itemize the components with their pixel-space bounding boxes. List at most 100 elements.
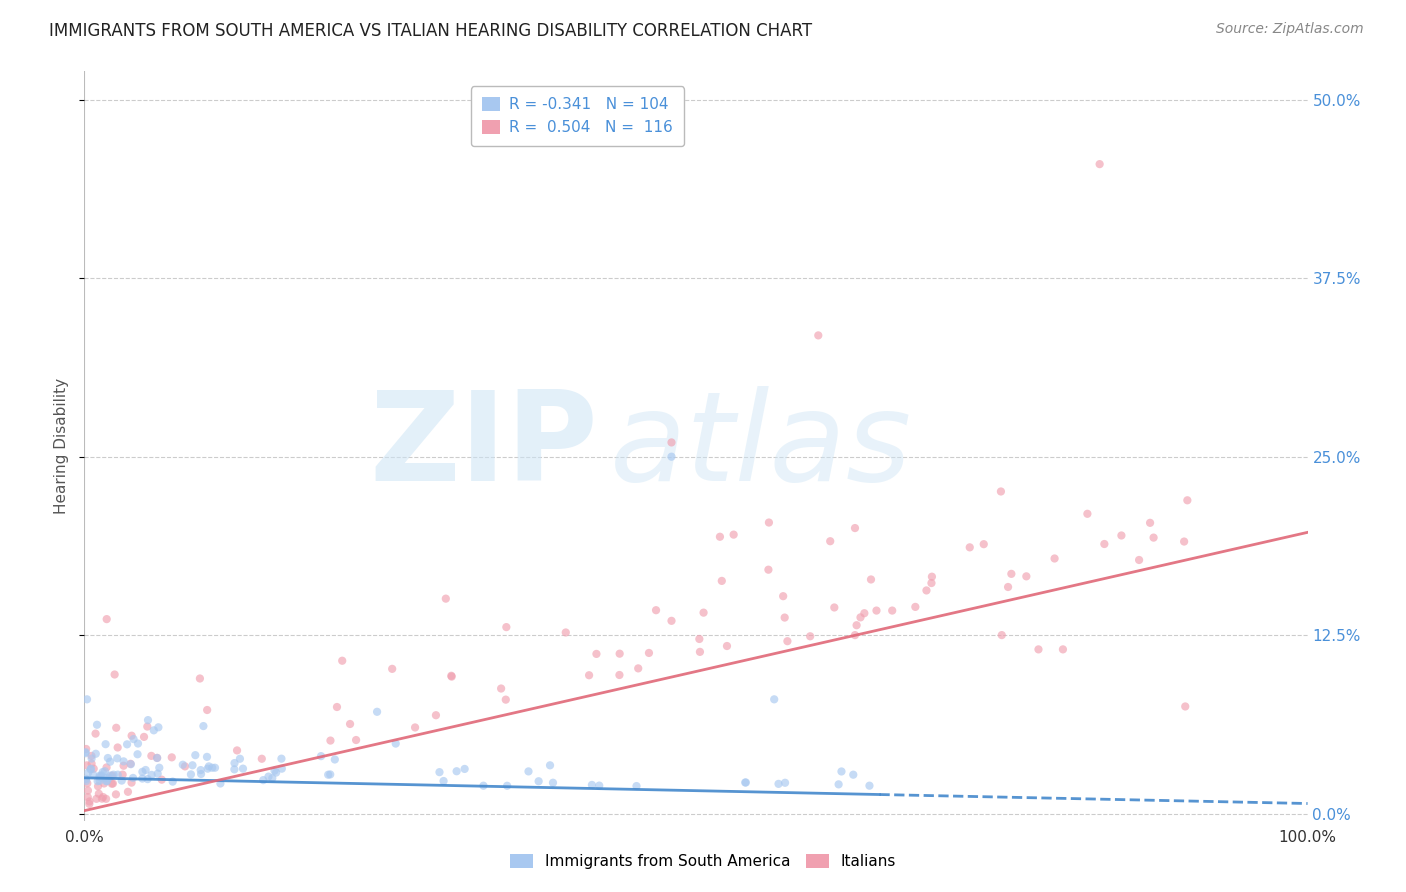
Point [96,612,118,626]
Point [117,785,139,799]
Point [146,751,169,765]
Point [150,772,173,787]
Point [541,776,564,790]
Point [83,762,105,776]
Point [232,762,254,776]
Point [89,773,111,788]
Point [89,770,111,784]
Point [1076,507,1098,521]
Point [76,758,98,772]
Point [496,779,519,793]
Point [190,767,212,781]
Point [105,751,128,765]
Point [692,606,714,620]
Point [252,773,274,788]
Point [75,772,97,786]
Point [80,751,103,765]
Point [141,768,163,782]
Point [229,752,252,766]
Point [661,614,683,628]
Point [645,603,668,617]
Point [84,747,107,761]
Point [107,740,129,755]
Point [94,792,117,806]
Legend: Immigrants from South America, Italians: Immigrants from South America, Italians [503,848,903,875]
Point [688,632,710,646]
Point [489,681,512,696]
Point [882,603,904,617]
Point [198,759,221,773]
Point [122,732,145,747]
Point [201,761,224,775]
Point [89,769,111,783]
Point [429,765,451,780]
Point [709,530,731,544]
Point [141,748,163,763]
Point [773,776,796,790]
Point [638,646,661,660]
Point [86,718,108,732]
Point [453,762,475,776]
Point [250,752,273,766]
Point [105,721,128,735]
Point [404,721,426,735]
Point [319,767,342,781]
Point [209,776,232,790]
Legend: R = -0.341   N = 104, R =  0.504   N =  116: R = -0.341 N = 104, R = 0.504 N = 116 [471,87,683,145]
Point [257,770,280,784]
Point [270,752,292,766]
Point [344,733,367,747]
Point [339,717,361,731]
Point [758,563,780,577]
Point [772,589,794,603]
Point [195,750,218,764]
Point [609,668,631,682]
Point [87,787,110,801]
Point [381,662,404,676]
Point [75,774,97,789]
Point [1142,531,1164,545]
Point [538,758,561,772]
Point [773,610,796,624]
Point [309,749,332,764]
Point [146,766,169,780]
Point [858,779,880,793]
Point [844,521,866,535]
Point [440,669,463,683]
Point [1128,553,1150,567]
Point [132,730,155,744]
Point [101,777,124,791]
Point [98,768,121,782]
Point [799,629,821,643]
Point [859,573,882,587]
Point [319,733,342,747]
Point [162,774,184,789]
Point [270,762,292,776]
Point [991,628,1014,642]
Point [581,778,603,792]
Point [121,729,143,743]
Point [136,772,159,786]
Y-axis label: Hearing Disability: Hearing Disability [53,378,69,514]
Point [101,769,124,783]
Point [107,768,129,782]
Point [82,767,104,781]
Point [120,757,142,772]
Point [160,750,183,764]
Point [1043,551,1066,566]
Text: Source: ZipAtlas.com: Source: ZipAtlas.com [1216,22,1364,37]
Point [96,773,118,788]
Point [96,760,118,774]
Point [997,580,1019,594]
Point [842,767,865,781]
Point [91,791,114,805]
Point [75,742,97,756]
Point [495,620,517,634]
Point [366,705,388,719]
Point [527,774,550,789]
Point [763,692,786,706]
Point [734,775,756,789]
Point [849,610,872,624]
Point [195,703,218,717]
Point [1028,642,1050,657]
